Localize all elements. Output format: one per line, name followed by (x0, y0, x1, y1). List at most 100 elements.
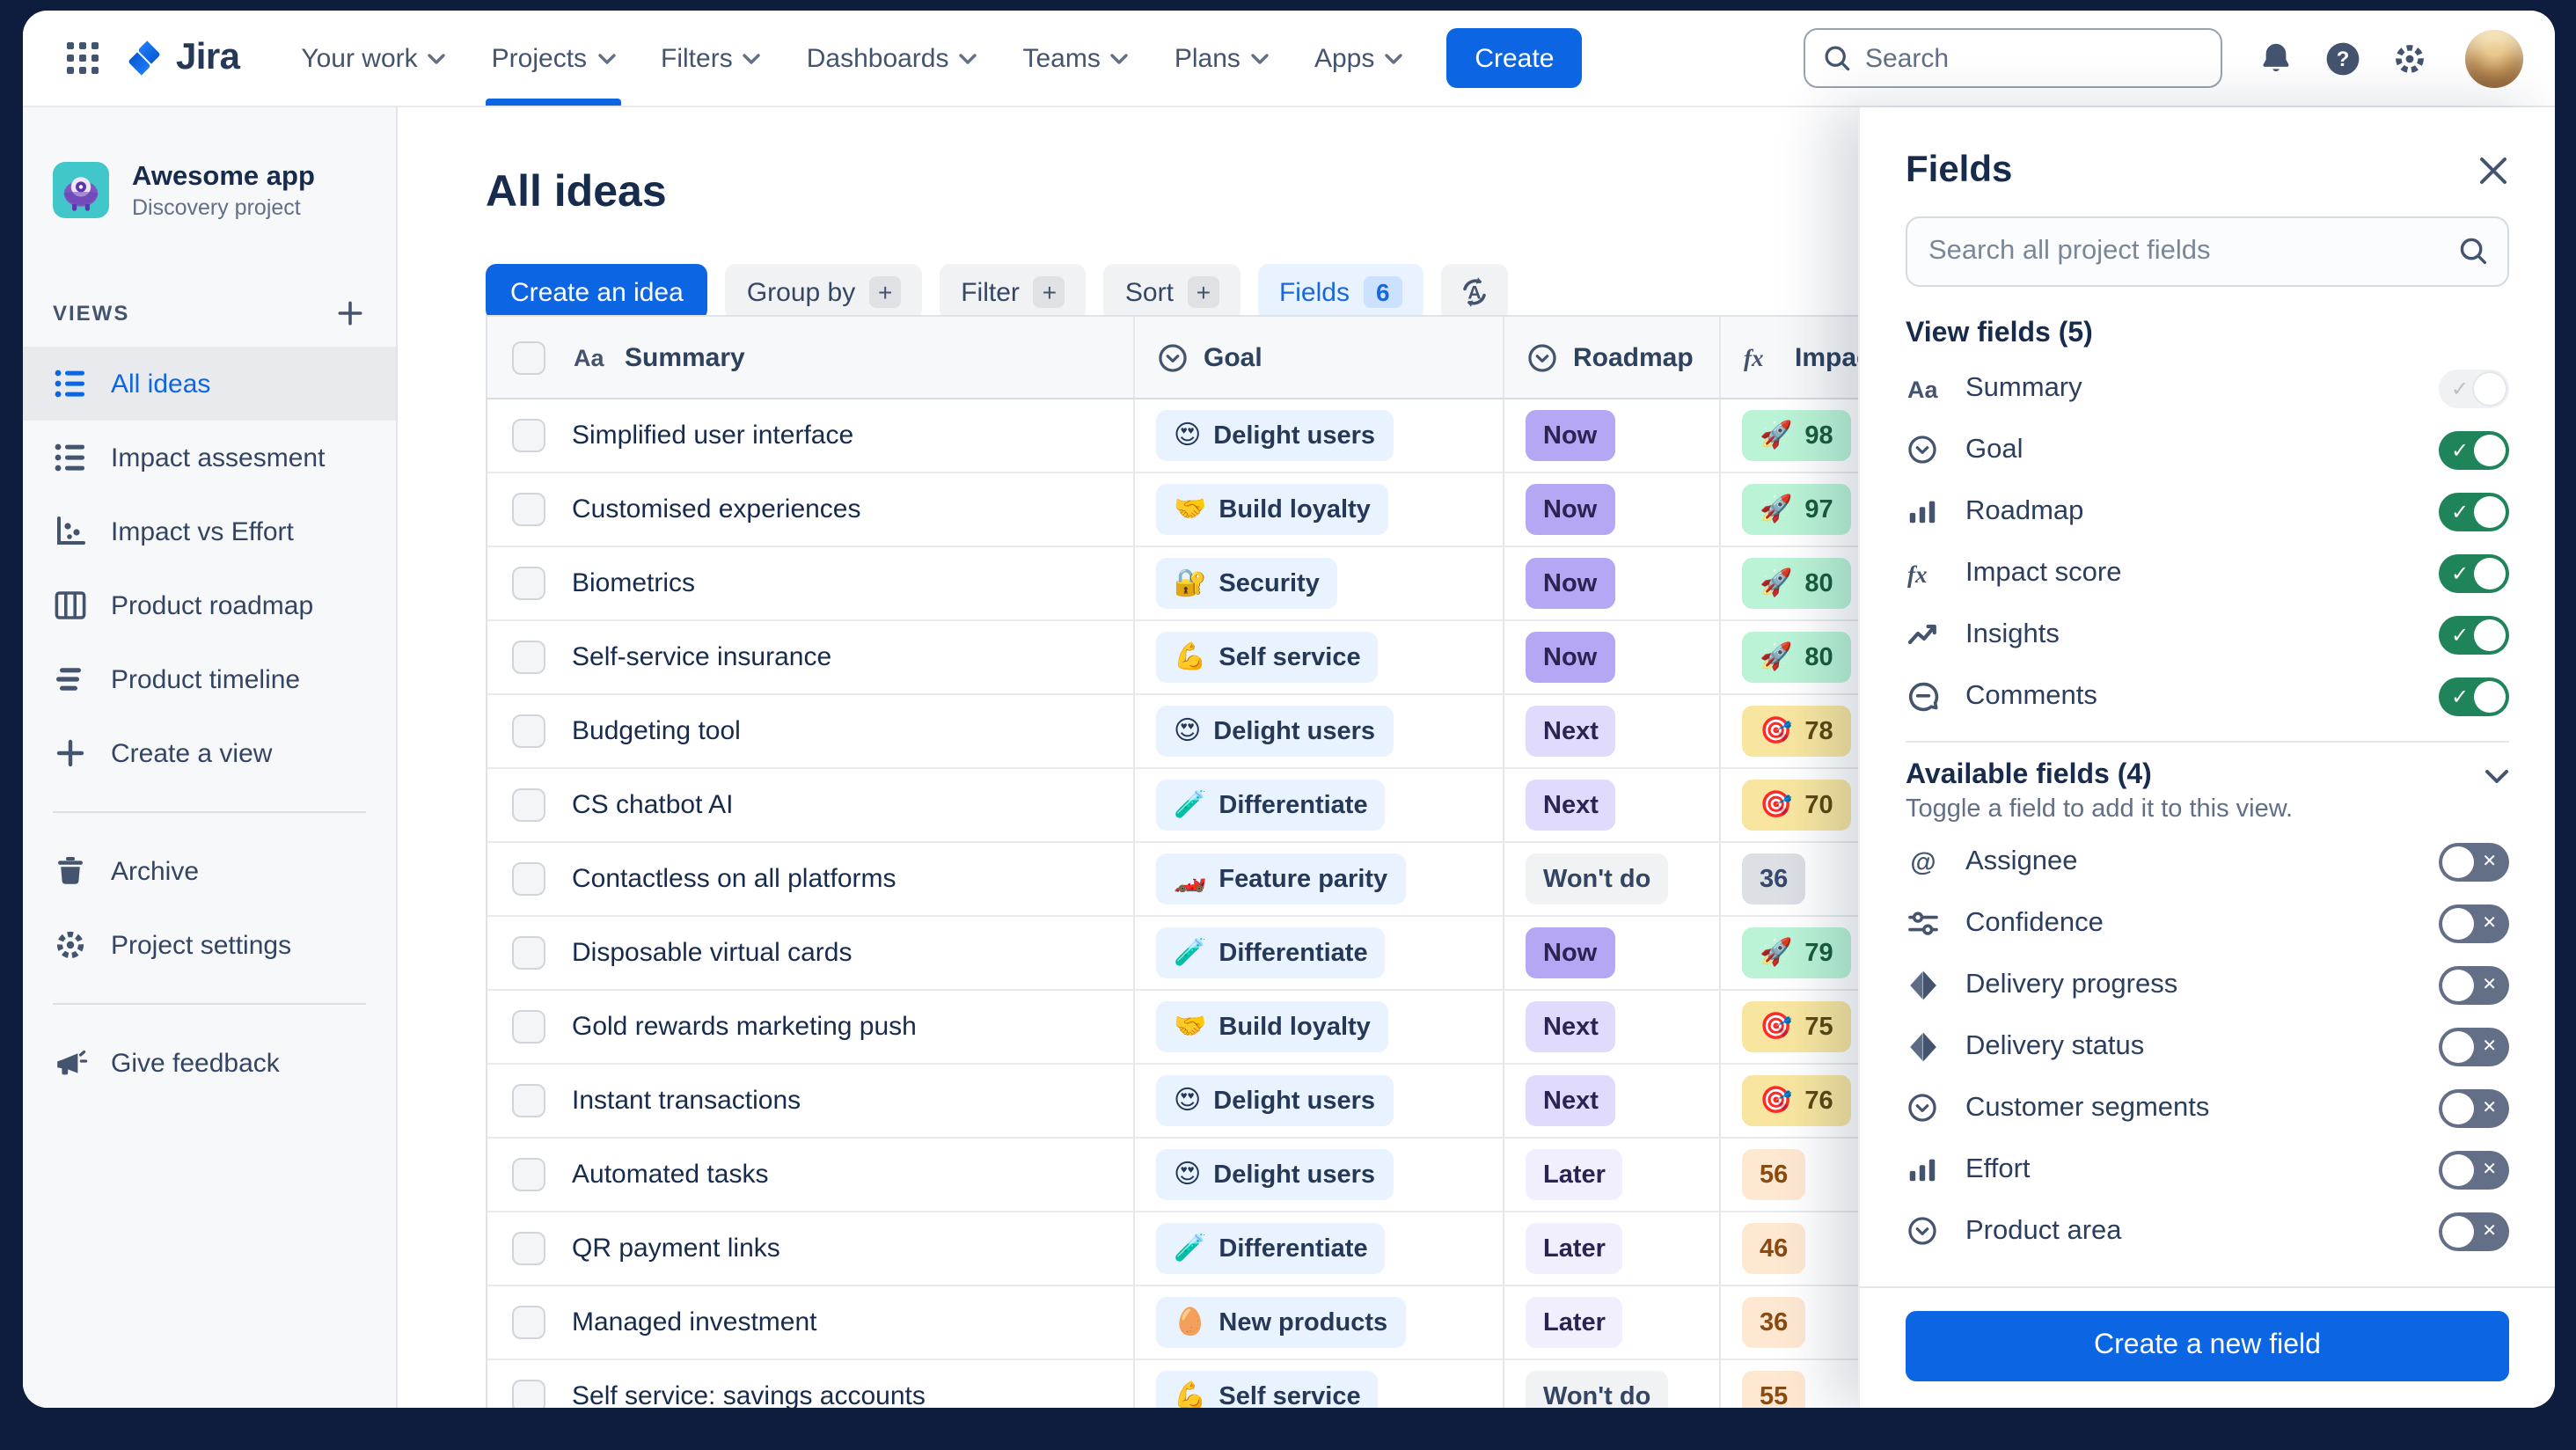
impact-cell[interactable]: 🎯 76 (1721, 1065, 2025, 1137)
nav-menu-item[interactable]: Plans (1152, 11, 1292, 106)
table-row[interactable]: Biometrics 🔐 Security (486, 547, 2025, 621)
impact-cell[interactable]: 🚀 97 (1721, 473, 2025, 546)
sidebar-view-item[interactable]: Impact assesment (23, 421, 396, 495)
summary-cell[interactable]: Instant transactions (487, 1065, 1135, 1137)
goal-cell[interactable]: 😍 Delight users (1135, 695, 1504, 767)
goal-cell[interactable]: 💪 Self service (1135, 621, 1504, 693)
close-icon[interactable] (2477, 155, 2509, 187)
impact-cell[interactable]: 🚀 79 (1721, 917, 2025, 989)
roadmap-cell[interactable]: Won't do (1504, 1360, 1721, 1408)
sidebar-view-item[interactable]: All ideas (23, 347, 396, 421)
goal-cell[interactable]: 💪 Self service (1135, 1360, 1504, 1408)
field-toggle[interactable] (2439, 1212, 2509, 1250)
help-icon[interactable]: ? (2324, 40, 2361, 77)
table-row[interactable]: Managed investment 🥚 New products (486, 1286, 2025, 1360)
filter-button[interactable]: Filter + (940, 264, 1087, 320)
field-toggle[interactable] (2439, 1088, 2509, 1127)
fields-button[interactable]: Fields 6 (1257, 264, 1423, 320)
goal-cell[interactable]: 🧪 Differentiate (1135, 769, 1504, 841)
roadmap-cell[interactable]: Later (1504, 1139, 1721, 1211)
goal-cell[interactable]: 🥚 New products (1135, 1286, 1504, 1358)
table-row[interactable]: Automated tasks 😍 Delight users (486, 1139, 2025, 1212)
goal-cell[interactable]: 🏎️ Feature parity (1135, 843, 1504, 915)
nav-menu-item[interactable]: Projects (469, 11, 638, 106)
goal-cell[interactable]: 🧪 Differentiate (1135, 917, 1504, 989)
field-toggle[interactable] (2439, 842, 2509, 881)
goal-cell[interactable]: 🧪 Differentiate (1135, 1212, 1504, 1285)
row-checkbox[interactable] (512, 1158, 545, 1191)
row-checkbox[interactable] (512, 1306, 545, 1339)
summary-cell[interactable]: Simplified user interface (487, 399, 1135, 472)
summary-cell[interactable]: Automated tasks (487, 1139, 1135, 1211)
field-toggle[interactable] (2439, 615, 2509, 654)
row-checkbox[interactable] (512, 1232, 545, 1265)
roadmap-cell[interactable]: Later (1504, 1286, 1721, 1358)
roadmap-cell[interactable]: Next (1504, 1065, 1721, 1137)
create-idea-button[interactable]: Create an idea (486, 264, 708, 320)
table-row[interactable]: Self-service insurance 💪 Self service (486, 621, 2025, 695)
project-header[interactable]: Awesome app Discovery project (23, 160, 396, 221)
roadmap-cell[interactable]: Now (1504, 621, 1721, 693)
sidebar-view-item[interactable]: Create a view (23, 717, 396, 791)
row-checkbox[interactable] (512, 862, 545, 896)
field-toggle[interactable] (2439, 553, 2509, 592)
give-feedback-item[interactable]: Give feedback (23, 1027, 396, 1101)
sidebar-tool-item[interactable]: Project settings (23, 909, 396, 983)
summary-cell[interactable]: Self service: savings accounts (487, 1360, 1135, 1408)
field-toggle[interactable] (2439, 492, 2509, 531)
nav-menu-item[interactable]: Dashboards (784, 11, 1000, 106)
impact-cell[interactable]: 46 (1721, 1212, 2025, 1285)
roadmap-cell[interactable]: Won't do (1504, 843, 1721, 915)
goal-column-header[interactable]: Goal (1135, 317, 1504, 398)
impact-cell[interactable]: 56 (1721, 1139, 2025, 1211)
nav-menu-item[interactable]: Your work (278, 11, 468, 106)
summary-cell[interactable]: Managed investment (487, 1286, 1135, 1358)
sort-button[interactable]: Sort + (1103, 264, 1240, 320)
select-all-checkbox[interactable] (512, 341, 545, 374)
translate-sort-button[interactable]: A (1440, 264, 1508, 320)
table-row[interactable]: Budgeting tool 😍 Delight users (486, 695, 2025, 769)
user-avatar[interactable] (2465, 29, 2523, 87)
goal-cell[interactable]: 🤝 Build loyalty (1135, 473, 1504, 546)
impact-cell[interactable]: 36 (1721, 843, 2025, 915)
summary-cell[interactable]: Contactless on all platforms (487, 843, 1135, 915)
sidebar-tool-item[interactable]: Archive (23, 835, 396, 909)
roadmap-cell[interactable]: Next (1504, 695, 1721, 767)
row-checkbox[interactable] (512, 714, 545, 748)
available-fields-heading-row[interactable]: Available fields (4) (1906, 760, 2509, 792)
field-toggle[interactable] (2439, 1027, 2509, 1066)
summary-cell[interactable]: Budgeting tool (487, 695, 1135, 767)
summary-cell[interactable]: Disposable virtual cards (487, 917, 1135, 989)
impact-cell[interactable]: 36 (1721, 1286, 2025, 1358)
field-toggle[interactable] (2439, 1150, 2509, 1189)
jira-logo[interactable]: Jira (125, 37, 240, 79)
group-by-button[interactable]: Group by + (725, 264, 923, 320)
sidebar-view-item[interactable]: Impact vs Effort (23, 495, 396, 569)
row-checkbox[interactable] (512, 641, 545, 674)
roadmap-cell[interactable]: Next (1504, 991, 1721, 1063)
field-toggle[interactable] (2439, 430, 2509, 469)
row-checkbox[interactable] (512, 493, 545, 526)
table-row[interactable]: Customised experiences 🤝 Build loyalty (486, 473, 2025, 547)
roadmap-cell[interactable]: Now (1504, 473, 1721, 546)
row-checkbox[interactable] (512, 1084, 545, 1117)
summary-column-header[interactable]: Aa Summary (487, 317, 1135, 398)
goal-cell[interactable]: 🔐 Security (1135, 547, 1504, 619)
table-row[interactable]: Instant transactions 😍 Delight users (486, 1065, 2025, 1139)
summary-cell[interactable]: Biometrics (487, 547, 1135, 619)
row-checkbox[interactable] (512, 567, 545, 600)
summary-cell[interactable]: Customised experiences (487, 473, 1135, 546)
field-toggle[interactable] (2439, 369, 2509, 407)
goal-cell[interactable]: 🤝 Build loyalty (1135, 991, 1504, 1063)
row-checkbox[interactable] (512, 936, 545, 970)
roadmap-cell[interactable]: Later (1504, 1212, 1721, 1285)
sidebar-view-item[interactable]: Product roadmap (23, 569, 396, 643)
row-checkbox[interactable] (512, 419, 545, 452)
roadmap-column-header[interactable]: Roadmap (1504, 317, 1721, 398)
app-switcher-icon[interactable] (55, 30, 111, 86)
impact-cell[interactable]: 🚀 80 (1721, 621, 2025, 693)
notifications-icon[interactable] (2258, 40, 2294, 77)
row-checkbox[interactable] (512, 1380, 545, 1408)
impact-cell[interactable]: 🚀 80 (1721, 547, 2025, 619)
roadmap-cell[interactable]: Now (1504, 399, 1721, 472)
